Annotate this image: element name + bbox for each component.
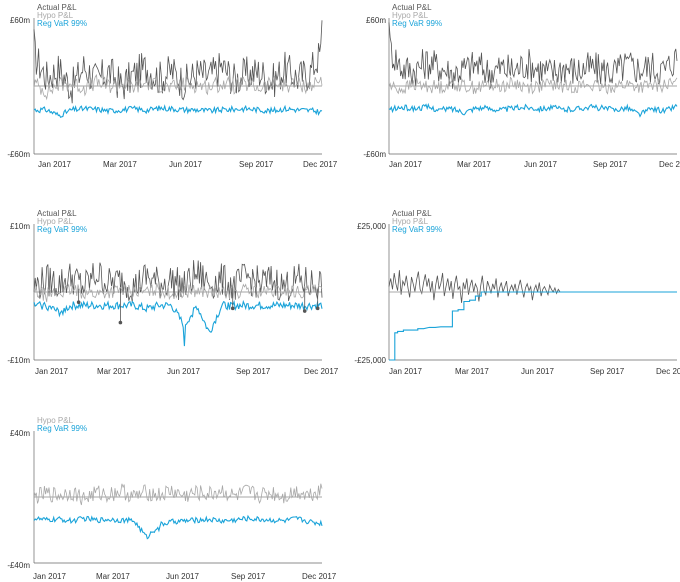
x-tick-dec-2017: Dec 2017: [303, 160, 338, 169]
y-tick-bottom: -£60m: [7, 150, 30, 159]
series-hypo-p-l: [33, 483, 323, 506]
series-reg-var-99-: [33, 104, 323, 118]
x-tick-jun-2017: Jun 2017: [166, 572, 199, 581]
legend-actual-p-l: Actual P&L: [37, 209, 77, 218]
y-tick-top: £25,000: [357, 222, 386, 231]
x-tick-sep-2017: Sep 2017: [593, 160, 628, 169]
x-tick-jun-2017: Jun 2017: [524, 160, 557, 169]
x-tick-jun-2017: Jun 2017: [169, 160, 202, 169]
series-hypo-p-l: [33, 74, 323, 101]
legend-reg-var-99-: Reg VaR 99%: [37, 225, 87, 234]
series-reg-var-99-: [388, 102, 678, 118]
series-actual-p-l: [33, 20, 323, 104]
legend-reg-var-99-: Reg VaR 99%: [392, 19, 442, 28]
x-tick-jan-2017: Jan 2017: [33, 572, 66, 581]
legend-actual-p-l: Actual P&L: [392, 209, 432, 218]
legend-hypo-p-l: Hypo P&L: [392, 11, 429, 20]
series-reg-var-99-: [389, 291, 677, 361]
x-tick-jun-2017: Jun 2017: [167, 367, 200, 376]
y-tick-top: £60m: [366, 16, 386, 25]
series-actual-p-l: [388, 270, 677, 303]
x-tick-dec-2017: Dec 2017: [659, 160, 680, 169]
y-tick-top: £60m: [10, 16, 30, 25]
legend-hypo-p-l: Hypo P&L: [37, 11, 74, 20]
exception-marker: [118, 320, 123, 325]
legend-actual-p-l: Actual P&L: [392, 3, 432, 12]
x-tick-sep-2017: Sep 2017: [590, 367, 625, 376]
x-tick-mar-2017: Mar 2017: [103, 160, 137, 169]
legend-reg-var-99-: Reg VaR 99%: [37, 424, 87, 433]
exception-marker: [76, 300, 81, 305]
exception-marker: [230, 306, 235, 311]
x-tick-jan-2017: Jan 2017: [389, 367, 422, 376]
exception-marker: [302, 309, 307, 313]
x-tick-dec-2017: Dec 2017: [302, 572, 337, 581]
legend-actual-p-l: Actual P&L: [37, 3, 77, 12]
x-tick-jan-2017: Jan 2017: [389, 160, 422, 169]
x-tick-sep-2017: Sep 2017: [236, 367, 271, 376]
x-tick-dec-2017: Dec 2017: [656, 367, 680, 376]
y-tick-bottom: -£10m: [7, 356, 30, 365]
legend-hypo-p-l: Hypo P&L: [37, 217, 74, 226]
x-tick-dec-2017: Dec 2017: [304, 367, 339, 376]
y-tick-top: £40m: [10, 429, 30, 438]
y-tick-bottom: -£60m: [363, 150, 386, 159]
x-tick-mar-2017: Mar 2017: [455, 367, 489, 376]
series-actual-p-l: [33, 260, 323, 303]
series-hypo-p-l: [388, 76, 678, 95]
exception-marker: [315, 306, 320, 311]
x-tick-mar-2017: Mar 2017: [96, 572, 130, 581]
legend-hypo-p-l: Hypo P&L: [392, 217, 429, 226]
x-tick-jan-2017: Jan 2017: [38, 160, 71, 169]
y-tick-top: £10m: [10, 222, 30, 231]
legend-hypo-p-l: Hypo P&L: [37, 416, 74, 425]
x-tick-mar-2017: Mar 2017: [97, 367, 131, 376]
legend-reg-var-99-: Reg VaR 99%: [392, 225, 442, 234]
x-tick-mar-2017: Mar 2017: [457, 160, 491, 169]
legend-reg-var-99-: Reg VaR 99%: [37, 19, 87, 28]
series-actual-p-l: [388, 22, 678, 89]
y-tick-bottom: -£40m: [7, 561, 30, 570]
x-tick-sep-2017: Sep 2017: [231, 572, 266, 581]
x-tick-jun-2017: Jun 2017: [521, 367, 554, 376]
x-tick-sep-2017: Sep 2017: [239, 160, 274, 169]
series-hypo-p-l: [33, 282, 323, 303]
y-tick-bottom: -£25,000: [354, 356, 386, 365]
series-reg-var-99-: [33, 299, 323, 347]
series-reg-var-99-: [33, 514, 323, 540]
x-tick-jan-2017: Jan 2017: [35, 367, 68, 376]
